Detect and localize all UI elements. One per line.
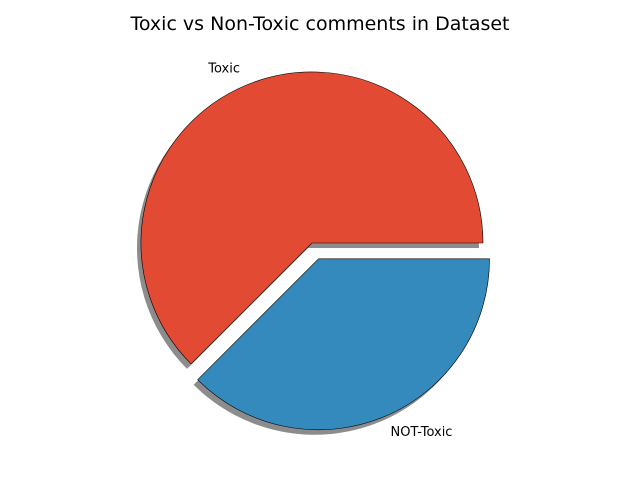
slice-not-toxic — [197, 258, 490, 431]
slice-label-toxic: Toxic — [207, 62, 240, 77]
slice-toxic — [140, 71, 484, 365]
slice-label-not-toxic: NOT-Toxic — [391, 425, 453, 440]
slice-labels: Toxic NOT-Toxic — [207, 62, 452, 440]
chart-title: Toxic vs Non-Toxic comments in Dataset — [130, 13, 510, 35]
pie-slices — [140, 71, 490, 431]
